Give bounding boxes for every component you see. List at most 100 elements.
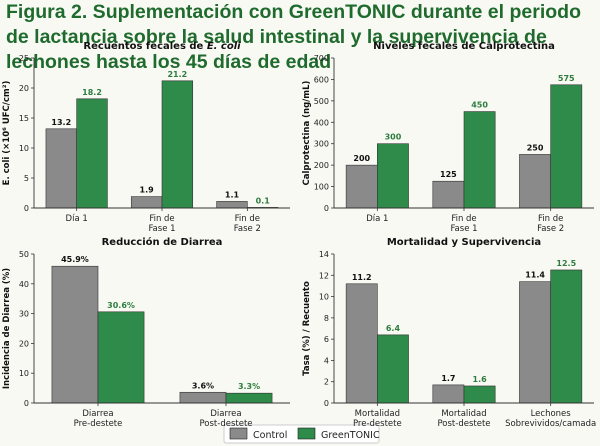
x-tick-label: Mortalidad bbox=[441, 409, 486, 419]
x-tick-label: Diarrea bbox=[82, 409, 113, 419]
y-tick-label: 25 bbox=[19, 54, 29, 63]
data-label: 18.2 bbox=[82, 88, 102, 97]
bar-control-2 bbox=[432, 384, 465, 404]
y-tick-label: 0 bbox=[24, 204, 29, 213]
y-axis-label: Calprotectina (ng/mL) bbox=[302, 80, 312, 185]
x-tick-label: Día 1 bbox=[366, 214, 388, 224]
data-label: 11.2 bbox=[352, 273, 372, 282]
y-tick-label: 10 bbox=[19, 369, 29, 378]
y-axis-label: Tasa (%) / Recuento bbox=[302, 281, 312, 376]
y-tick-label: 30 bbox=[19, 310, 29, 319]
bar-control-3 bbox=[519, 281, 551, 404]
data-label: 450 bbox=[471, 101, 488, 110]
data-label: 45.9% bbox=[61, 255, 89, 264]
chart-panel-4: Mortalidad y Supervivencia Tasa (%) / Rec… bbox=[302, 237, 596, 429]
y-tick-label: 50 bbox=[19, 250, 29, 259]
legend-label-control: Control bbox=[253, 430, 287, 441]
x-tick-label: Fin de bbox=[149, 214, 174, 224]
bar-greentonic-1 bbox=[377, 334, 409, 404]
data-label: 0.1 bbox=[256, 196, 271, 205]
y-tick-label: 200 bbox=[314, 161, 329, 170]
y-tick-label: 5 bbox=[24, 174, 29, 183]
x-tick-label: Fase 2 bbox=[537, 224, 564, 234]
y-tick-label: 500 bbox=[314, 97, 329, 106]
data-label: 575 bbox=[558, 74, 575, 83]
chart-title-part-italic: E. coli bbox=[207, 41, 241, 52]
data-label: 1.1 bbox=[225, 190, 240, 199]
bar-greentonic-2 bbox=[463, 111, 496, 209]
y-tick-label: 12 bbox=[319, 271, 329, 280]
x-tick-label: Fin de bbox=[451, 214, 476, 224]
y-tick-label: 600 bbox=[314, 75, 329, 84]
chart-title: Niveles fecales de Calprotectina bbox=[373, 41, 555, 52]
bar-greentonic-2 bbox=[161, 80, 194, 209]
bar-control-2 bbox=[432, 180, 465, 209]
data-label: 6.4 bbox=[386, 324, 401, 333]
data-label: 125 bbox=[440, 170, 457, 179]
data-label: 3.6% bbox=[192, 381, 214, 390]
x-tick-label: Post-destete bbox=[437, 419, 490, 429]
bar-greentonic-3 bbox=[550, 84, 583, 209]
chart-title-part: Recuentos fecales de bbox=[83, 41, 206, 52]
y-tick-label: 10 bbox=[19, 144, 29, 153]
x-tick-label: Fin de bbox=[538, 214, 563, 224]
bar-greentonic-3 bbox=[550, 269, 583, 404]
x-tick-label: Mortalidad bbox=[355, 409, 400, 419]
y-tick-label: 700 bbox=[314, 54, 329, 63]
bar-greentonic-1 bbox=[97, 311, 145, 404]
x-tick-label: Post-destete bbox=[199, 419, 252, 429]
y-axis-label: E. coli (×10⁶ UFC/cm²) bbox=[2, 81, 12, 186]
x-tick-label: Lechones bbox=[531, 409, 572, 419]
bar-greentonic-1 bbox=[76, 98, 108, 209]
y-tick-label: 40 bbox=[19, 280, 29, 289]
bar-control-3 bbox=[216, 201, 248, 209]
x-tick-label: Fase 1 bbox=[450, 224, 477, 234]
x-tick-label: Sobrevividos/camada bbox=[505, 419, 596, 429]
bar-control-1 bbox=[51, 265, 99, 404]
bar-control-2 bbox=[179, 391, 227, 404]
y-axis-label: Incidencia de Diarrea (%) bbox=[2, 268, 12, 389]
bar-control-3 bbox=[519, 154, 551, 209]
data-label: 300 bbox=[385, 133, 402, 142]
legend: Control GreenTONIC bbox=[223, 424, 380, 444]
bar-greentonic-2 bbox=[463, 385, 496, 404]
bar-control-1 bbox=[345, 283, 378, 404]
data-label: 1.6 bbox=[473, 375, 488, 384]
x-tick-label: Día 1 bbox=[66, 214, 88, 224]
y-tick-label: 0 bbox=[324, 399, 329, 408]
chart-title: Mortalidad y Supervivencia bbox=[387, 237, 541, 248]
legend-swatch-control bbox=[229, 427, 248, 440]
data-label: 200 bbox=[353, 154, 370, 163]
data-label: 1.9 bbox=[140, 186, 155, 195]
y-tick-label: 300 bbox=[314, 140, 329, 149]
y-tick-label: 14 bbox=[319, 250, 329, 259]
data-label: 1.7 bbox=[441, 374, 455, 383]
x-tick-label: Diarrea bbox=[210, 409, 241, 419]
y-tick-label: 2 bbox=[324, 378, 329, 387]
legend-swatch-greentonic bbox=[297, 427, 316, 440]
y-tick-label: 400 bbox=[314, 118, 329, 127]
data-label: 3.3% bbox=[238, 382, 260, 391]
y-tick-label: 10 bbox=[319, 293, 329, 302]
chart-panel-3: Reducción de Diarrea Incidencia de Diarre… bbox=[2, 236, 290, 429]
bar-greentonic-2 bbox=[225, 392, 273, 404]
data-label: 13.2 bbox=[51, 118, 71, 127]
x-tick-label: Fase 2 bbox=[234, 224, 261, 234]
figure-title: Figura 2. Suplementación con GreenTONIC … bbox=[6, 1, 581, 73]
y-tick-label: 0 bbox=[24, 399, 29, 408]
data-label: 250 bbox=[527, 143, 544, 152]
y-tick-label: 20 bbox=[19, 339, 29, 348]
bar-control-1 bbox=[45, 128, 77, 209]
y-tick-label: 15 bbox=[19, 114, 29, 123]
chart-title: Reducción de Diarrea bbox=[102, 236, 223, 248]
y-tick-label: 8 bbox=[324, 314, 329, 323]
y-tick-label: 20 bbox=[19, 84, 29, 93]
bar-greentonic-1 bbox=[377, 143, 409, 209]
y-tick-label: 4 bbox=[324, 356, 329, 365]
data-label: 12.5 bbox=[556, 259, 576, 268]
legend-label-greentonic: GreenTONIC bbox=[321, 430, 380, 441]
y-tick-label: 100 bbox=[314, 183, 329, 192]
chart-panel-2: Niveles fecales de Calprotectina Calprote… bbox=[302, 41, 594, 234]
y-tick-label: 0 bbox=[324, 204, 329, 213]
